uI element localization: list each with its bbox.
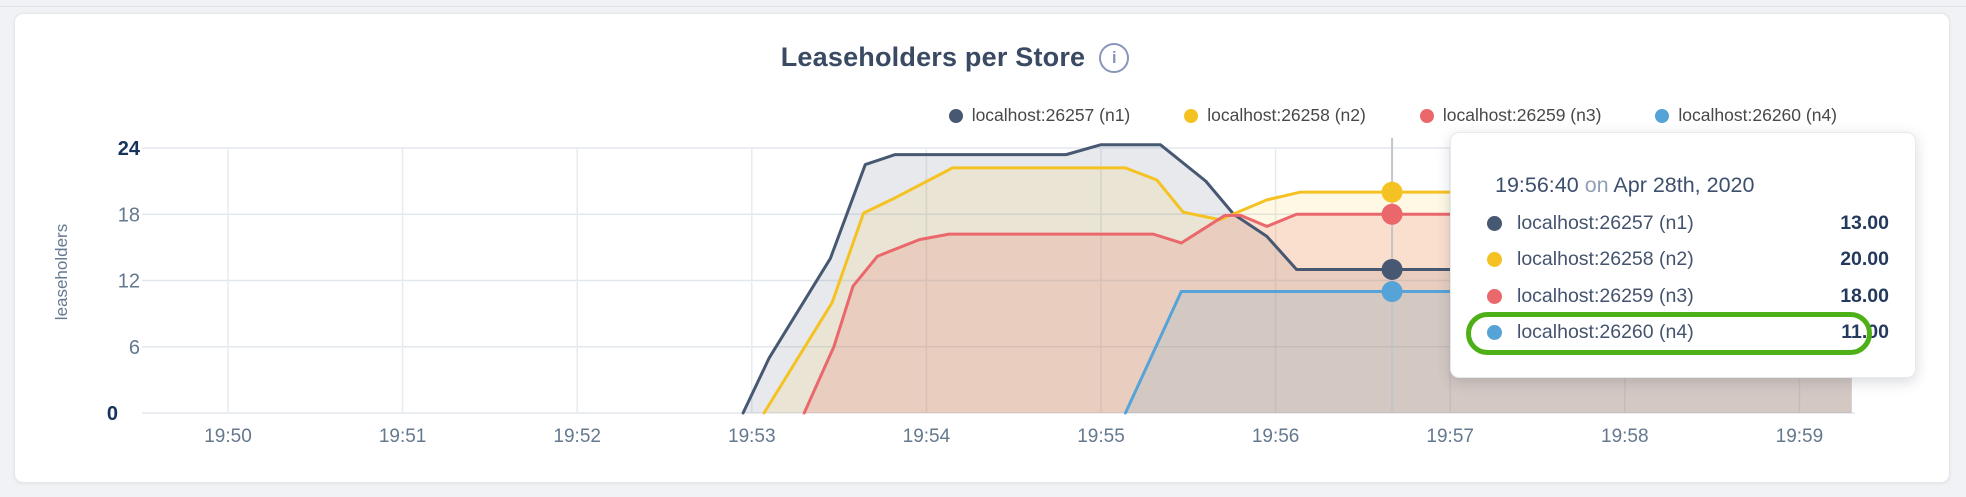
hover-tooltip: 19:56:40 on Apr 28th, 2020 localhost:262… [1450,132,1916,378]
info-icon[interactable]: i [1099,42,1130,73]
tooltip-series-value: 18.00 [1840,284,1889,307]
legend-item-4[interactable]: localhost:26260 (n4) [1655,105,1837,126]
title-row: Leaseholders per Store i [0,42,1922,73]
tooltip-header: 19:56:40 on Apr 28th, 2020 [1495,173,1754,198]
tooltip-time: 19:56:40 [1495,173,1579,197]
legend-dot [1184,108,1199,123]
tooltip-series-dot [1487,215,1502,231]
legend-label: localhost:26259 (n3) [1442,105,1602,125]
tooltip-row-2: localhost:26258 (n2) 20.00 [1487,242,1889,279]
legend-label: localhost:26257 (n1) [971,105,1131,125]
tooltip-series-value: 11.00 [1841,321,1889,344]
legend-item-1[interactable]: localhost:26257 (n1) [948,105,1131,126]
tooltip-series-label: localhost:26259 (n3) [1517,284,1694,307]
tooltip-series-label: localhost:26260 (n4) [1517,321,1694,344]
legend-label: localhost:26260 (n4) [1678,105,1837,125]
legend-dot [1419,108,1434,123]
legend-item-3[interactable]: localhost:26259 (n3) [1419,105,1602,126]
legend-dot [948,108,963,123]
chart-title: Leaseholders per Store [780,42,1086,72]
legend-item-2[interactable]: localhost:26258 (n2) [1184,105,1366,126]
tooltip-series-dot [1487,288,1502,304]
tooltip-series-label: localhost:26257 (n1) [1517,211,1694,234]
tooltip-row-4: localhost:26260 (n4) 11.00 [1487,315,1889,352]
tooltip-series-dot [1487,325,1502,341]
tooltip-row-1: localhost:26257 (n1) 13.00 [1487,205,1889,242]
tooltip-conjunction: on [1584,173,1609,197]
tooltip-row-3: localhost:26259 (n3) 18.00 [1487,278,1889,315]
tooltip-series-label: localhost:26258 (n2) [1517,248,1694,271]
tooltip-series-dot [1487,252,1502,268]
tooltip-series-value: 20.00 [1840,248,1889,271]
legend: localhost:26257 (n1) localhost:26258 (n2)… [948,105,1837,126]
tooltip-series-value: 13.00 [1840,211,1889,234]
tooltip-rows: localhost:26257 (n1) 13.00 localhost:26258… [1487,205,1889,351]
legend-dot [1655,108,1670,123]
legend-label: localhost:26258 (n2) [1207,105,1366,125]
tooltip-date: Apr 28th, 2020 [1613,173,1755,197]
top-divider [0,6,1966,7]
